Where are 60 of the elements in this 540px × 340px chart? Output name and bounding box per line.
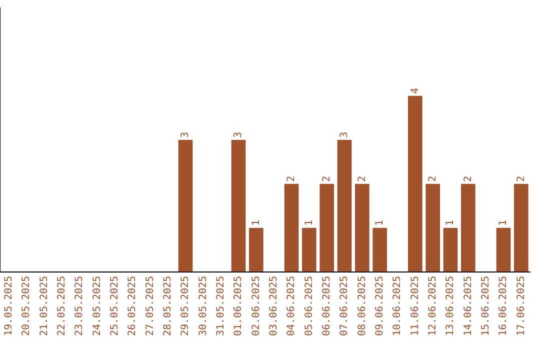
x-tick-label: 08.06.2025 xyxy=(356,276,368,336)
x-tick-label: 15.06.2025 xyxy=(480,276,492,336)
bar xyxy=(355,184,370,272)
data-label: 3 xyxy=(339,132,350,138)
bar xyxy=(284,184,299,272)
x-tick-label: 19.05.2025 xyxy=(3,276,14,336)
x-tick-label: 23.05.2025 xyxy=(74,276,86,336)
x-tick-label: 27.05.2025 xyxy=(144,276,156,336)
data-label: 1 xyxy=(374,220,386,226)
x-tick-label: 13.06.2025 xyxy=(445,276,456,336)
x-tick-label: 04.06.2025 xyxy=(286,276,298,336)
bar xyxy=(443,228,458,272)
x-tick-label: 30.05.2025 xyxy=(198,276,209,336)
x-tick-label: 11.06.2025 xyxy=(410,276,421,336)
x-tick-label: 05.06.2025 xyxy=(304,276,315,336)
data-label: 2 xyxy=(321,176,332,182)
x-tick-label: 29.05.2025 xyxy=(180,276,192,336)
data-label: 2 xyxy=(462,176,474,182)
x-tick-label: 10.06.2025 xyxy=(392,276,404,336)
bar xyxy=(426,184,440,272)
data-label: 1 xyxy=(304,220,315,226)
x-tick-label: 31.05.2025 xyxy=(215,276,226,336)
x-tick-label: 21.05.2025 xyxy=(38,276,50,336)
data-label: 4 xyxy=(410,88,421,94)
data-label: 2 xyxy=(356,176,368,182)
bar xyxy=(496,228,511,272)
x-tick-label: 03.06.2025 xyxy=(268,276,280,336)
x-tick-label: 28.05.2025 xyxy=(162,276,174,336)
x-tick-label: 14.06.2025 xyxy=(462,276,474,336)
x-tick-label: 20.05.2025 xyxy=(21,276,32,336)
x-tick-label: 17.06.2025 xyxy=(516,276,527,336)
x-tick-label: 09.06.2025 xyxy=(374,276,386,336)
data-label: 1 xyxy=(498,220,510,226)
x-tick-label: 24.05.2025 xyxy=(92,276,103,336)
bar xyxy=(320,184,334,272)
bar xyxy=(178,140,193,272)
data-label: 3 xyxy=(180,132,192,138)
x-tick-label: 25.05.2025 xyxy=(109,276,120,336)
data-label: 2 xyxy=(516,176,527,182)
data-label: 1 xyxy=(250,220,262,226)
bar xyxy=(461,184,476,272)
data-label: 2 xyxy=(286,176,298,182)
bar xyxy=(249,228,264,272)
x-tick-label: 22.05.2025 xyxy=(56,276,68,336)
x-tick-label: 07.06.2025 xyxy=(339,276,350,336)
x-tick-label: 12.06.2025 xyxy=(427,276,438,336)
bar xyxy=(231,140,246,272)
bar xyxy=(514,184,528,272)
bar xyxy=(302,228,316,272)
x-tick-label: 06.06.2025 xyxy=(321,276,332,336)
bar xyxy=(408,96,422,272)
bar xyxy=(337,140,352,272)
x-tick-label: 01.06.2025 xyxy=(233,276,244,336)
x-tick-label: 26.05.2025 xyxy=(127,276,138,336)
data-label: 1 xyxy=(445,220,456,226)
data-label: 2 xyxy=(427,176,438,182)
data-label: 3 xyxy=(233,132,244,138)
x-tick-label: 02.06.2025 xyxy=(250,276,262,336)
x-tick-label: 16.06.2025 xyxy=(498,276,510,336)
bar xyxy=(372,228,387,272)
